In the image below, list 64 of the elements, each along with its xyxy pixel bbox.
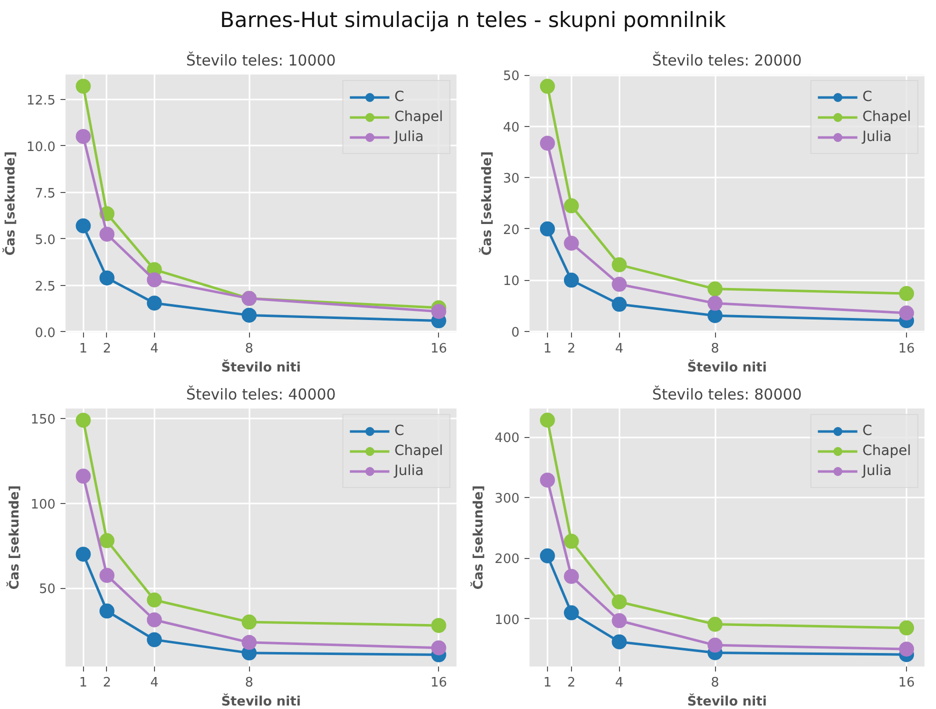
legend-label: Julia bbox=[394, 129, 424, 145]
legend-label: Chapel bbox=[862, 443, 911, 459]
x-tick-label: 8 bbox=[710, 342, 720, 356]
chart-title: Število teles: 20000 bbox=[652, 52, 802, 70]
legend-label: Julia bbox=[394, 463, 424, 479]
y-tick-label: 150 bbox=[30, 412, 56, 428]
y-tick-label: 300 bbox=[494, 492, 520, 507]
y-tick-label: 0 bbox=[511, 325, 520, 340]
chart-title: Število teles: 80000 bbox=[652, 386, 802, 404]
y-axis-title: Čas [sekunde] bbox=[6, 485, 23, 590]
y-axis-title: Čas [sekunde] bbox=[470, 485, 487, 590]
legend-label: Julia bbox=[862, 129, 892, 145]
x-tick-label: 1 bbox=[79, 342, 88, 356]
y-tick-label: 0.0 bbox=[34, 326, 56, 341]
x-tick-label: 8 bbox=[245, 676, 254, 690]
y-tick-label: 50 bbox=[38, 582, 56, 598]
x-tick-label: 16 bbox=[430, 342, 448, 356]
y-axis-title: Čas [sekunde] bbox=[478, 151, 495, 256]
y-tick-label: 100 bbox=[30, 497, 56, 512]
legend-label: Chapel bbox=[862, 109, 911, 125]
x-tick-label: 16 bbox=[898, 676, 915, 690]
x-tick-label: 2 bbox=[567, 342, 576, 356]
y-tick-label: 40 bbox=[502, 120, 520, 136]
y-tick-label: 10.0 bbox=[26, 140, 56, 155]
legend-label: Chapel bbox=[394, 443, 443, 459]
y-tick-label: 2.5 bbox=[34, 279, 56, 294]
legend-label: C bbox=[862, 423, 874, 439]
x-tick-label: 1 bbox=[543, 676, 552, 690]
legend-label: C bbox=[394, 423, 406, 439]
text: Barnes-Hut simulacija n teles - skupni pomnilnik bbox=[219, 7, 727, 34]
y-tick-label: 12.5 bbox=[26, 93, 56, 108]
x-tick-label: 2 bbox=[102, 342, 112, 356]
x-tick-label: 16 bbox=[430, 676, 448, 690]
x-axis-title: Število niti bbox=[221, 358, 301, 376]
x-tick-label: 8 bbox=[245, 342, 254, 356]
y-tick-label: 5.0 bbox=[34, 232, 56, 248]
x-tick-label: 2 bbox=[102, 676, 112, 690]
y-tick-label: 50 bbox=[502, 69, 520, 84]
x-axis-title: Število niti bbox=[687, 692, 767, 709]
x-tick-label: 4 bbox=[615, 676, 624, 690]
x-tick-label: 8 bbox=[710, 676, 720, 690]
chart-title: Število teles: 40000 bbox=[186, 386, 336, 404]
chart-title: Število teles: 10000 bbox=[186, 52, 336, 70]
x-axis-title: Število niti bbox=[221, 692, 301, 709]
y-tick-label: 100 bbox=[494, 612, 520, 628]
x-tick-label: 1 bbox=[79, 676, 88, 690]
x-tick-label: 2 bbox=[567, 676, 576, 690]
legend-label: C bbox=[862, 89, 874, 105]
x-tick-label: 4 bbox=[150, 676, 159, 690]
y-tick-label: 10 bbox=[502, 274, 520, 290]
y-tick-label: 30 bbox=[502, 172, 520, 187]
legend-label: Julia bbox=[862, 463, 892, 479]
legend-label: Chapel bbox=[394, 109, 443, 125]
y-tick-label: 7.5 bbox=[34, 186, 56, 202]
x-axis-title: Število niti bbox=[687, 358, 767, 376]
x-tick-label: 1 bbox=[543, 342, 552, 356]
x-tick-label: 16 bbox=[898, 342, 915, 356]
legend-label: C bbox=[394, 89, 406, 105]
x-tick-label: 4 bbox=[615, 342, 624, 356]
y-tick-label: 400 bbox=[494, 431, 520, 446]
y-axis-title: Čas [sekunde] bbox=[2, 151, 19, 256]
y-tick-label: 20 bbox=[502, 222, 520, 238]
x-tick-label: 4 bbox=[150, 342, 159, 356]
y-tick-label: 200 bbox=[494, 552, 520, 568]
